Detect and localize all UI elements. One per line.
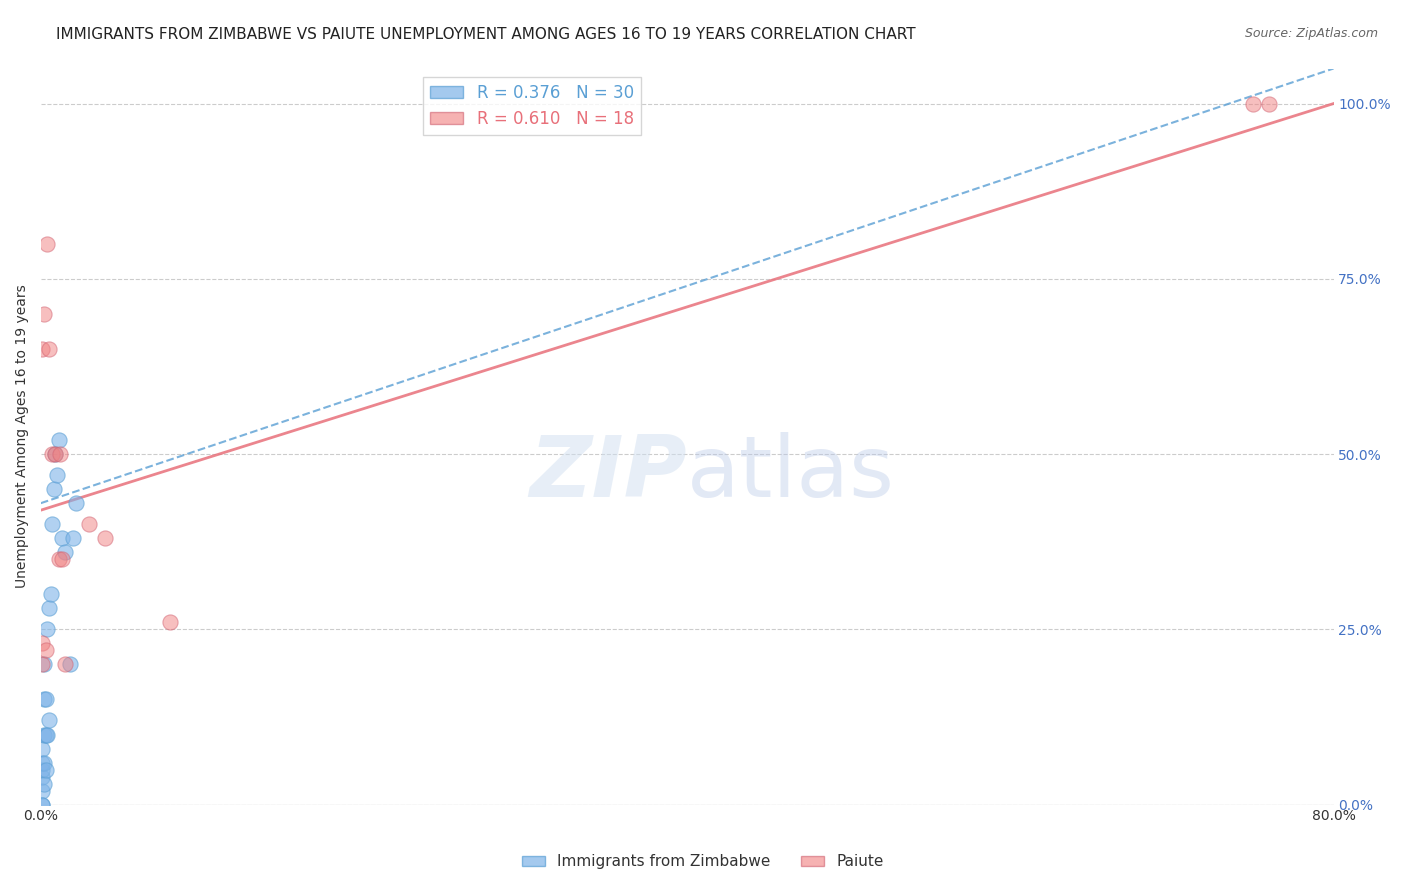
Point	[31, 797, 53, 812]
Point	[46, 468, 69, 483]
Point	[32, 657, 55, 672]
Legend: Immigrants from Zimbabwe, Paiute: Immigrants from Zimbabwe, Paiute	[516, 848, 890, 875]
Point	[34, 727, 56, 741]
Point	[41, 517, 63, 532]
Point	[31, 770, 53, 784]
Point	[34, 763, 56, 777]
Point	[48, 552, 70, 566]
Text: atlas: atlas	[688, 432, 896, 515]
Point	[62, 531, 84, 545]
Point	[42, 482, 65, 496]
Point	[34, 643, 56, 657]
Point	[1257, 96, 1279, 111]
Point	[38, 714, 60, 728]
Y-axis label: Unemployment Among Ages 16 to 19 years: Unemployment Among Ages 16 to 19 years	[15, 285, 30, 589]
Point	[37, 727, 59, 741]
Point	[32, 756, 55, 770]
Point	[65, 496, 87, 510]
Point	[32, 727, 55, 741]
Point	[37, 623, 59, 637]
Point	[51, 552, 73, 566]
Legend: R = 0.376   N = 30, R = 0.610   N = 18: R = 0.376 N = 30, R = 0.610 N = 18	[423, 77, 641, 135]
Point	[39, 587, 62, 601]
Point	[32, 776, 55, 790]
Point	[32, 307, 55, 321]
Point	[94, 531, 117, 545]
Point	[49, 447, 72, 461]
Point	[1241, 96, 1264, 111]
Point	[37, 236, 59, 251]
Text: IMMIGRANTS FROM ZIMBABWE VS PAIUTE UNEMPLOYMENT AMONG AGES 16 TO 19 YEARS CORREL: IMMIGRANTS FROM ZIMBABWE VS PAIUTE UNEMP…	[56, 27, 915, 42]
Point	[44, 447, 66, 461]
Point	[44, 447, 66, 461]
Point	[31, 756, 53, 770]
Point	[31, 763, 53, 777]
Text: ZIP: ZIP	[530, 432, 688, 515]
Point	[53, 657, 76, 672]
Point	[41, 447, 63, 461]
Point	[79, 517, 101, 532]
Point	[34, 692, 56, 706]
Point	[51, 531, 73, 545]
Point	[32, 692, 55, 706]
Point	[159, 615, 181, 630]
Point	[31, 783, 53, 797]
Point	[48, 433, 70, 447]
Point	[31, 342, 53, 356]
Point	[31, 797, 53, 812]
Point	[31, 741, 53, 756]
Text: Source: ZipAtlas.com: Source: ZipAtlas.com	[1244, 27, 1378, 40]
Point	[38, 342, 60, 356]
Point	[31, 657, 53, 672]
Point	[38, 601, 60, 615]
Point	[59, 657, 82, 672]
Point	[53, 545, 76, 559]
Point	[31, 636, 53, 650]
